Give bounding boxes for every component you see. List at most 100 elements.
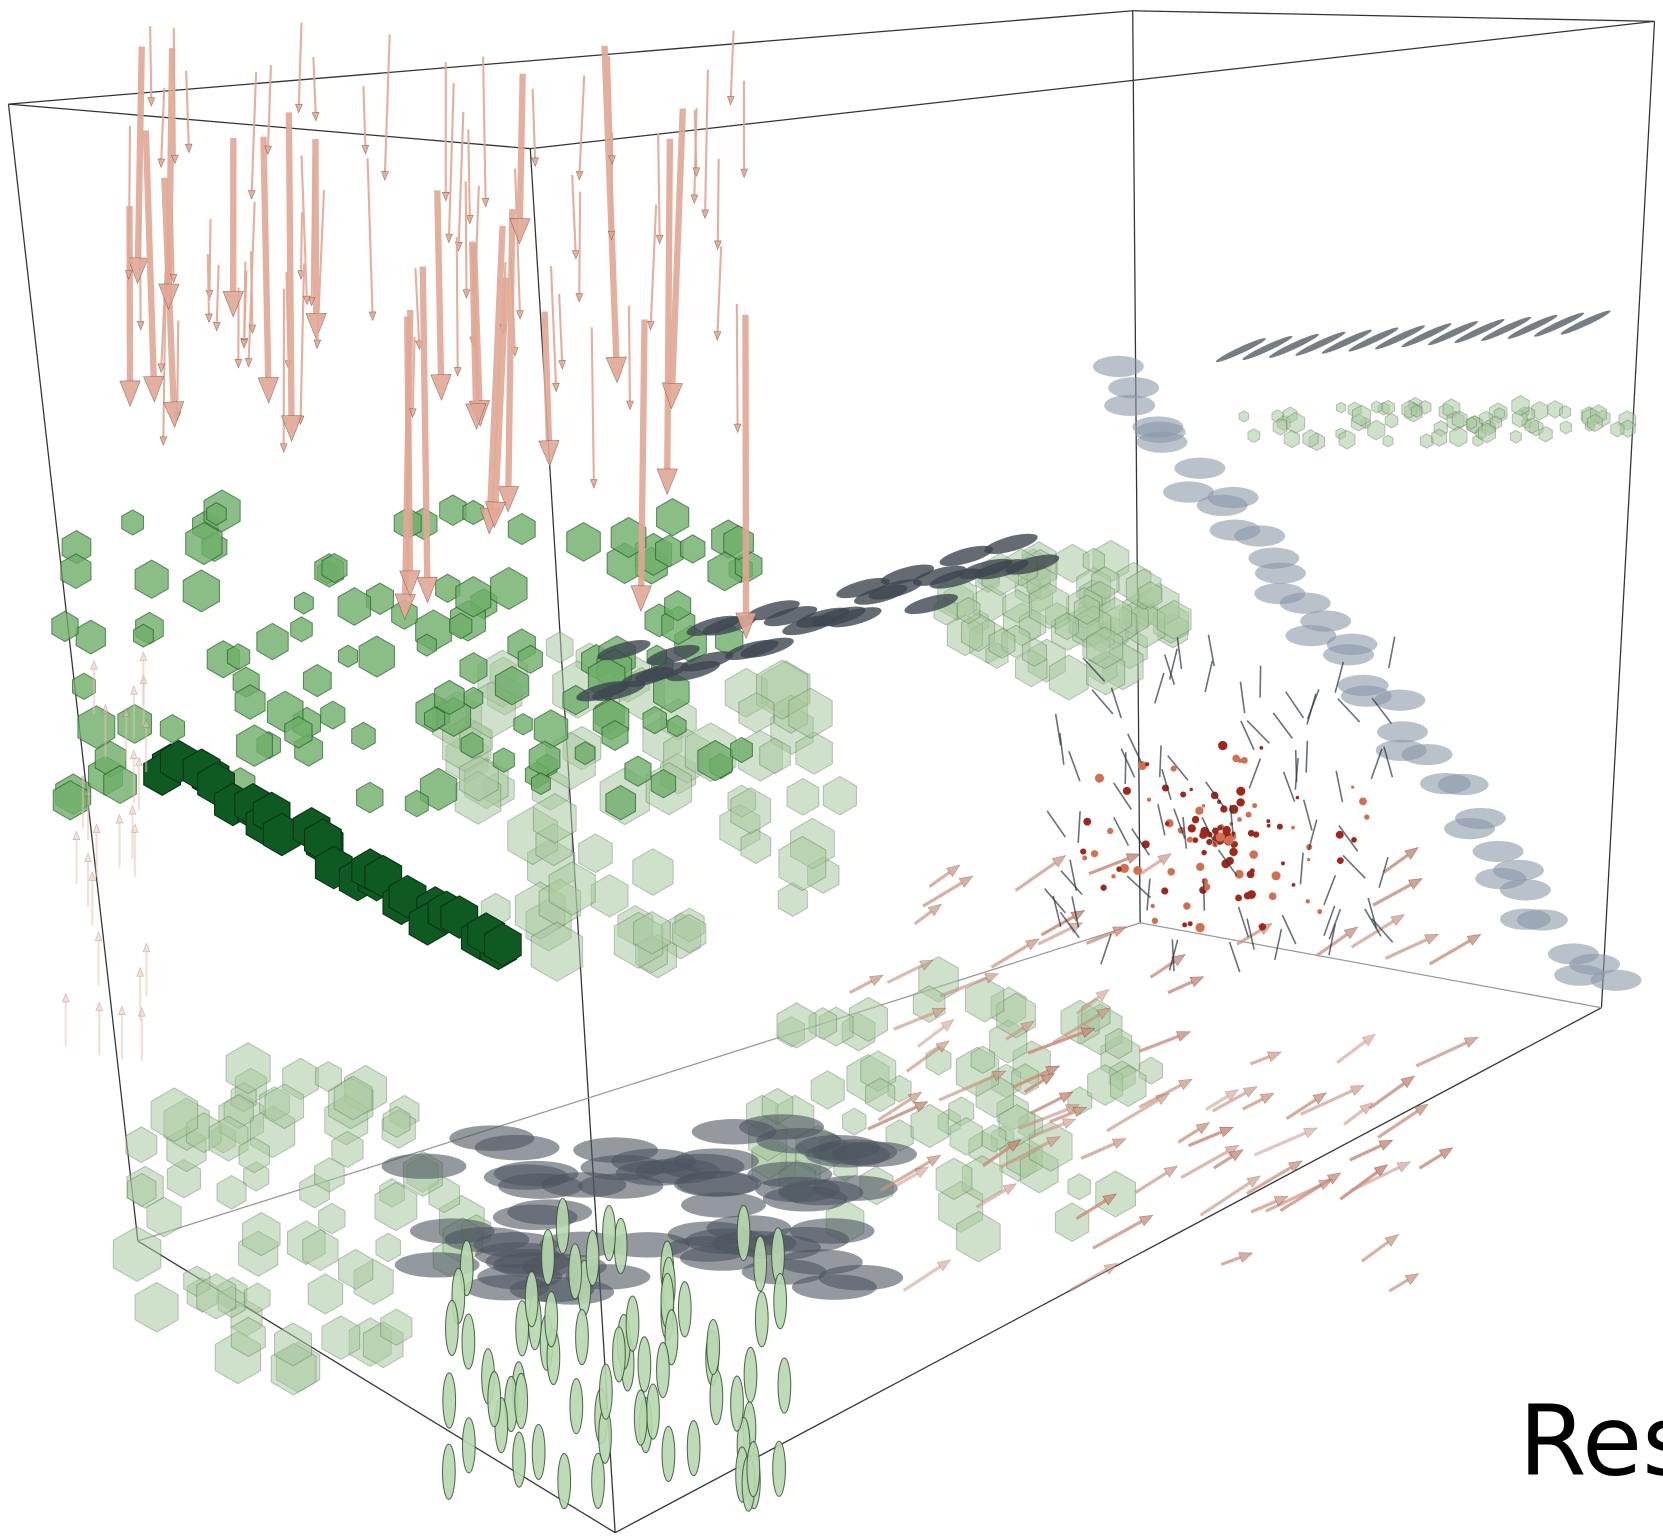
needle — [1157, 804, 1166, 836]
arrow-head — [690, 194, 699, 205]
arrow-head — [142, 942, 151, 953]
ellipsoid — [904, 593, 958, 615]
hexagon — [1110, 1064, 1147, 1107]
hexagon — [1381, 399, 1395, 416]
needle — [1176, 637, 1183, 670]
ellipsoid — [381, 1153, 467, 1179]
point — [1237, 817, 1242, 822]
arrow-head — [368, 311, 377, 322]
ellipsoid — [1401, 323, 1452, 348]
arrow-shaft — [165, 48, 176, 285]
hexagon — [1449, 426, 1468, 448]
ellipsoid — [442, 1372, 457, 1429]
ellipsoid — [483, 1164, 569, 1190]
arrow-head — [1390, 914, 1405, 927]
arrow-shaft — [531, 88, 537, 158]
hexagon — [738, 691, 775, 734]
arrow-shaft — [590, 327, 595, 480]
arrow-head — [1438, 1147, 1454, 1160]
arrow-shaft — [1037, 926, 1072, 946]
arrow-head — [1045, 1136, 1061, 1148]
point — [1336, 857, 1344, 865]
point — [1144, 762, 1150, 767]
arrow-shaft — [149, 26, 153, 98]
hexagon — [419, 767, 458, 811]
ellipsoid — [1499, 879, 1551, 901]
arrow-shaft — [913, 910, 933, 926]
ellipsoid — [544, 1291, 559, 1348]
point — [1201, 849, 1207, 856]
hexagon — [462, 499, 485, 526]
point — [1164, 821, 1170, 826]
arrow-head — [1238, 1252, 1254, 1263]
arrow-shaft — [514, 168, 521, 311]
arrow-head — [647, 321, 655, 331]
hexagon — [208, 1115, 249, 1162]
arrow-shaft — [434, 190, 445, 375]
arrow-shaft — [299, 263, 306, 416]
ellipsoid — [1323, 644, 1374, 666]
arrow-shaft — [1285, 1098, 1317, 1121]
hexagon — [75, 619, 106, 655]
hexagon — [490, 566, 528, 610]
needle — [1163, 654, 1176, 686]
arrow-shaft — [1040, 915, 1075, 937]
needle — [1274, 928, 1283, 961]
arrow-head — [257, 377, 279, 404]
ellipsoid — [573, 1137, 659, 1163]
arrow-head — [119, 380, 141, 408]
hexagon — [236, 724, 273, 767]
hexagon — [998, 1104, 1036, 1147]
ellipsoid — [598, 1363, 613, 1420]
point — [1195, 922, 1205, 933]
arrow-shaft — [1140, 859, 1162, 875]
ellipsoid — [1279, 592, 1331, 614]
needle — [1237, 906, 1250, 938]
arrow-head — [430, 374, 452, 401]
hexagon — [1419, 433, 1434, 449]
point — [1229, 847, 1238, 857]
needle — [1323, 874, 1337, 906]
arrow-shaft — [1180, 1150, 1229, 1180]
box-edge — [1132, 10, 1655, 22]
point — [1180, 791, 1187, 798]
arrow-shaft — [260, 136, 272, 378]
arrow-head — [1288, 1160, 1303, 1173]
hexagon — [424, 706, 446, 731]
arrow-shaft — [716, 246, 723, 332]
arrow-shaft — [657, 133, 661, 236]
arrow-shaft — [505, 208, 516, 487]
hexagon — [460, 731, 484, 759]
arrow-head — [1040, 1072, 1056, 1085]
arrow-head — [158, 283, 180, 311]
hexagon — [225, 1042, 271, 1095]
arrow-head — [1224, 1144, 1240, 1157]
hexagon — [778, 835, 827, 892]
point — [1133, 866, 1143, 875]
arrow-shaft — [886, 964, 923, 984]
hexagon — [1610, 421, 1625, 438]
ellipsoid — [777, 1357, 792, 1414]
hexagon — [910, 1103, 949, 1149]
hexagon — [1509, 429, 1522, 444]
arrow-head — [1408, 878, 1423, 890]
arrow-shaft — [1249, 1055, 1270, 1066]
arrow-head — [607, 230, 616, 241]
arrow-shaft — [1167, 980, 1193, 995]
ellipsoid — [1437, 773, 1489, 796]
ellipsoid — [1472, 840, 1524, 863]
arrow-head — [1414, 1103, 1429, 1116]
arrow-head — [245, 358, 253, 368]
arrow-head — [1349, 1085, 1365, 1096]
hexagon — [256, 622, 289, 661]
arrow-shaft — [1250, 1199, 1277, 1214]
ellipsoid — [597, 640, 651, 661]
point — [1252, 803, 1258, 809]
ellipsoid — [613, 1217, 628, 1275]
arrow-head — [127, 257, 149, 285]
arrow-shaft — [664, 138, 674, 470]
arrow-head — [940, 1018, 955, 1032]
ellipsoid — [487, 1371, 502, 1428]
hexagon — [302, 663, 332, 698]
ellipsoid — [646, 1383, 660, 1440]
